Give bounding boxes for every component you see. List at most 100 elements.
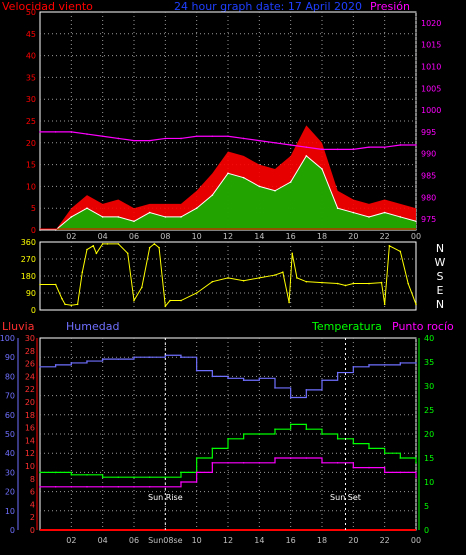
rain-tick-label: 14 [25, 436, 35, 445]
temperature-tick-label: 40 [424, 334, 434, 343]
pressure-point [211, 135, 214, 138]
pressure-tick-label: 990 [421, 150, 436, 159]
temperature-point [289, 423, 292, 426]
x-tick-label: 02 [66, 232, 76, 241]
temperature-point [227, 438, 229, 440]
temperature-tick-label: 25 [424, 406, 434, 415]
y-tick-label: 25 [26, 117, 36, 126]
direction-point [242, 279, 245, 282]
pressure-point [242, 137, 245, 140]
wind-speed-point [399, 216, 402, 218]
humidity-point [289, 396, 292, 399]
pressure-tick-label: 985 [421, 172, 436, 181]
temperature-point [336, 438, 339, 440]
direction-tick-label: 360 [21, 238, 36, 247]
humidity-tick-label: 60 [5, 411, 15, 420]
wind-speed-point [227, 172, 229, 175]
direction-point [158, 246, 160, 249]
y-tick-label: 15 [26, 161, 36, 170]
humidity-point [70, 362, 73, 364]
direction-point [61, 297, 63, 300]
humidity-point [242, 379, 245, 382]
humidity-point [133, 356, 135, 359]
direction-point [258, 277, 261, 279]
direction-point [70, 304, 73, 307]
y-tick-label: 40 [26, 52, 36, 61]
direction-point [64, 303, 66, 306]
x-tick-label: 22 [380, 232, 390, 241]
direction-point [291, 252, 294, 255]
wind-speed-point [305, 155, 308, 157]
wind-speed-point [164, 216, 167, 218]
dew-point-point [86, 486, 88, 488]
direction-point [282, 271, 284, 274]
wind-speed-label: Velocidad viento [2, 0, 93, 13]
rain-tick-label: 24 [25, 372, 35, 381]
rain-tick-label: 26 [25, 360, 35, 369]
x-tick-label: 14 [254, 536, 264, 545]
wind-average-area [40, 155, 416, 230]
direction-point [380, 281, 383, 284]
direction-tick-label: 180 [21, 272, 36, 281]
compass-label: N [436, 242, 444, 255]
pressure-label: Presión [370, 0, 410, 13]
dew-point-point [227, 462, 229, 464]
pressure-point [54, 131, 57, 133]
humidity-tick-label: 30 [5, 468, 15, 477]
temperature-point [321, 433, 323, 435]
pressure-point [39, 131, 41, 133]
temperature-tick-label: 20 [424, 430, 434, 439]
compass-label: W [435, 256, 446, 269]
pressure-point [336, 148, 339, 151]
temperature-tick-label: 10 [424, 478, 434, 487]
wind-speed-point [242, 176, 245, 179]
pressure-tick-label: 1020 [421, 19, 441, 28]
humidity-point [148, 356, 151, 359]
temperature-point [164, 476, 167, 479]
direction-point [86, 248, 88, 251]
humidity-point [39, 366, 41, 368]
direction-point [81, 271, 84, 274]
direction-point [92, 244, 95, 247]
y-tick-label: 5 [31, 204, 36, 213]
humidity-y-axis: 0 10 20 30 40 50 60 70 80 90 100 [0, 334, 19, 535]
direction-point [368, 282, 370, 285]
x-tick-label: 06 [129, 536, 139, 545]
wind-speed-point [133, 220, 135, 223]
dew-point-point [415, 476, 417, 479]
direction-point [54, 283, 57, 286]
x-tick-label: 04 [98, 232, 108, 241]
temperature-tick-label: 35 [424, 358, 434, 367]
pressure-point [274, 142, 276, 144]
dew-point-point [195, 471, 198, 474]
pressure-point [383, 146, 386, 148]
temperature-point [70, 474, 73, 476]
dew-point-point [101, 486, 104, 488]
y-tick-label: 30 [26, 95, 36, 104]
x-tick-label: 10 [192, 232, 202, 241]
compass-label: S [437, 270, 444, 283]
dew-point-point [352, 466, 355, 469]
humidity-tick-label: 10 [5, 507, 15, 516]
wind-speed-point [195, 207, 198, 209]
wind-x-axis: 02 04 06 08 10 12 14 16 18 20 22 00 [66, 232, 421, 241]
pressure-point [368, 146, 370, 148]
humidity-point [383, 364, 386, 366]
pressure-tick-label: 1000 [421, 106, 441, 115]
direction-point [169, 299, 171, 302]
x-tick-label: 02 [66, 536, 76, 545]
rain-tick-label: 4 [30, 500, 35, 509]
x-tick-label: 12 [223, 536, 233, 545]
dew-point-point [321, 462, 323, 464]
x-tick-label: 18 [317, 536, 327, 545]
pressure-tick-label: 995 [421, 128, 436, 137]
temperature-tick-label: 30 [424, 382, 434, 391]
direction-point [101, 243, 104, 245]
pressure-point [70, 131, 73, 133]
x-tick-label: 16 [286, 232, 296, 241]
dew-point-point [289, 457, 292, 459]
humidity-point [117, 358, 120, 360]
rain-tick-label: 18 [25, 411, 35, 420]
